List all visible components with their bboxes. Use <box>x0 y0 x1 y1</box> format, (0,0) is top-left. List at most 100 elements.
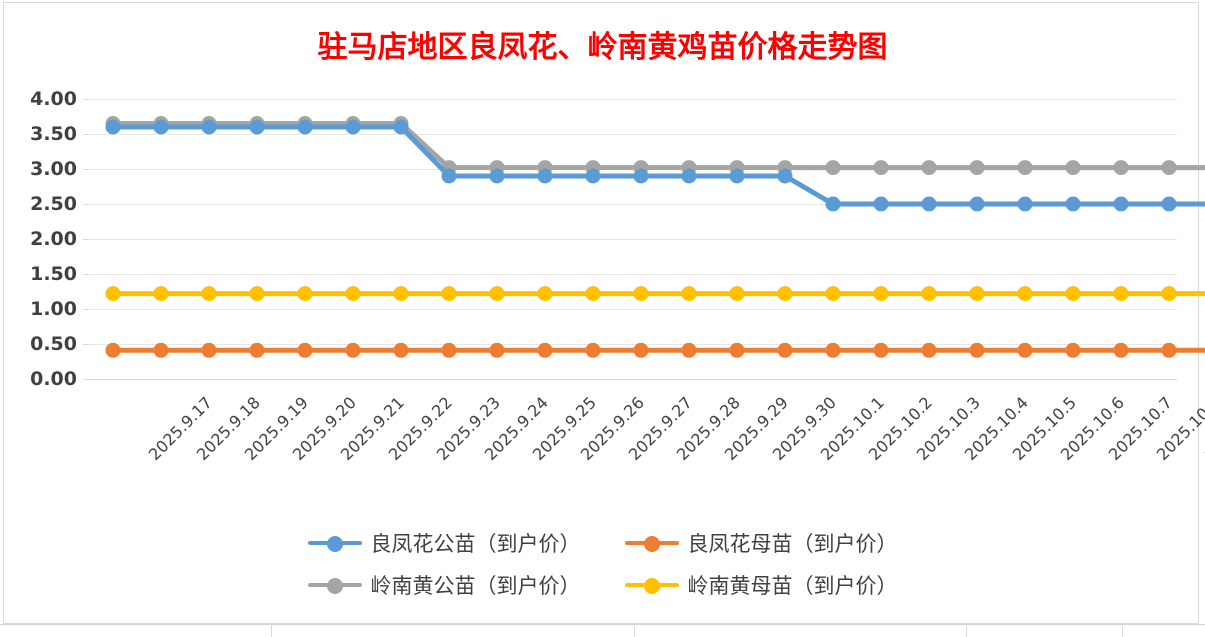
data-point <box>1065 160 1081 176</box>
y-axis-label: 0.50 <box>30 333 77 355</box>
legend-dot <box>643 536 660 552</box>
data-point <box>777 168 793 184</box>
y-axis-tick <box>83 309 89 310</box>
x-axis: 2025.9.17 2025.9.18 2025.9.19 2025.9.20 2025… <box>0 0 1205 464</box>
series-layer <box>105 116 1205 358</box>
legend-item[interactable]: 良凤花母苗（到户价） <box>624 528 898 558</box>
data-point <box>1113 196 1129 212</box>
grid-vline <box>634 624 635 637</box>
data-point <box>825 160 841 176</box>
legend-marker-icon <box>307 576 362 594</box>
spreadsheet-grid <box>0 624 1205 637</box>
data-point <box>201 119 217 135</box>
series-line <box>110 121 1205 171</box>
data-point <box>777 286 793 302</box>
legend-dot <box>326 578 343 594</box>
data-point <box>489 286 505 302</box>
data-point <box>441 342 457 358</box>
data-point <box>729 286 745 302</box>
data-point <box>873 286 889 302</box>
y-axis-tick <box>83 239 89 240</box>
data-point <box>729 168 745 184</box>
data-point <box>297 286 313 302</box>
data-point <box>105 286 121 302</box>
y-axis-tick <box>83 99 89 100</box>
y-axis: 4.00 3.50 3.00 2.50 2.00 1.50 1.00 0.50 0.00 <box>0 0 89 480</box>
y-axis-label: 3.50 <box>30 123 77 145</box>
grid-hline <box>0 624 1205 625</box>
data-point <box>201 342 217 358</box>
series-line <box>110 124 1205 207</box>
data-point <box>297 342 313 358</box>
grid-vline <box>1122 624 1123 637</box>
data-point <box>1065 342 1081 358</box>
data-point <box>825 196 841 212</box>
data-point <box>393 342 409 358</box>
y-axis-label: 1.50 <box>30 263 77 285</box>
legend-label: 岭南黄公苗（到户价） <box>370 574 581 598</box>
data-point <box>1161 196 1177 212</box>
legend-marker-icon <box>624 576 679 594</box>
gridline <box>89 344 1177 345</box>
data-point <box>1113 286 1129 302</box>
data-point <box>537 342 553 358</box>
gridline <box>89 99 1177 100</box>
gridline <box>89 239 1177 240</box>
data-point <box>681 342 697 358</box>
plot-area <box>89 99 1205 380</box>
legend-dot <box>643 578 660 594</box>
data-point <box>1017 286 1033 302</box>
y-axis-label: 2.00 <box>30 228 77 250</box>
data-point <box>249 286 265 302</box>
data-point <box>1161 160 1177 176</box>
data-point <box>633 286 649 302</box>
grid-vline <box>271 624 272 637</box>
data-point <box>441 286 457 302</box>
legend-label: 良凤花公苗（到户价） <box>370 532 581 556</box>
legend-row: 良凤花公苗（到户价） 良凤花母苗（到户价） <box>307 528 898 558</box>
data-point <box>585 286 601 302</box>
gridline <box>89 204 1177 205</box>
data-point <box>825 286 841 302</box>
data-point <box>729 342 745 358</box>
data-point <box>393 286 409 302</box>
series-1 <box>105 119 1205 212</box>
data-point <box>633 342 649 358</box>
y-axis-tick <box>83 379 89 380</box>
gridline <box>89 274 1177 275</box>
data-point <box>105 342 121 358</box>
series-4 <box>105 286 1205 302</box>
data-point <box>297 119 313 135</box>
legend-item[interactable]: 岭南黄公苗（到户价） <box>307 570 581 600</box>
legend-item[interactable]: 良凤花公苗（到户价） <box>307 528 581 558</box>
y-axis-label: 3.00 <box>30 158 77 180</box>
data-point <box>489 168 505 184</box>
data-point <box>969 160 985 176</box>
chart-title: 驻马店地区良凤花、岭南黄鸡苗价格走势图 <box>317 30 888 65</box>
legend-item[interactable]: 岭南黄母苗（到户价） <box>624 570 898 600</box>
series-2 <box>105 342 1205 358</box>
data-point <box>921 286 937 302</box>
y-axis-tick <box>83 344 89 345</box>
data-point <box>249 119 265 135</box>
data-point <box>585 168 601 184</box>
data-point <box>681 286 697 302</box>
gridline <box>89 379 1177 380</box>
legend-marker-icon <box>307 534 362 552</box>
chart-legend: 良凤花公苗（到户价） 良凤花母苗（到户价） 岭南黄公苗（到户价） 岭南黄母苗（到户价） <box>0 528 1205 600</box>
data-point <box>441 168 457 184</box>
y-axis-label: 0.00 <box>30 368 77 390</box>
data-point <box>969 196 985 212</box>
data-point <box>1017 342 1033 358</box>
data-point <box>921 342 937 358</box>
data-point <box>153 342 169 358</box>
data-point <box>489 342 505 358</box>
legend-marker-icon <box>624 534 679 552</box>
data-point <box>873 196 889 212</box>
data-point <box>1065 196 1081 212</box>
y-axis-tick <box>83 169 89 170</box>
data-point <box>249 342 265 358</box>
data-point <box>153 119 169 135</box>
data-point <box>873 342 889 358</box>
